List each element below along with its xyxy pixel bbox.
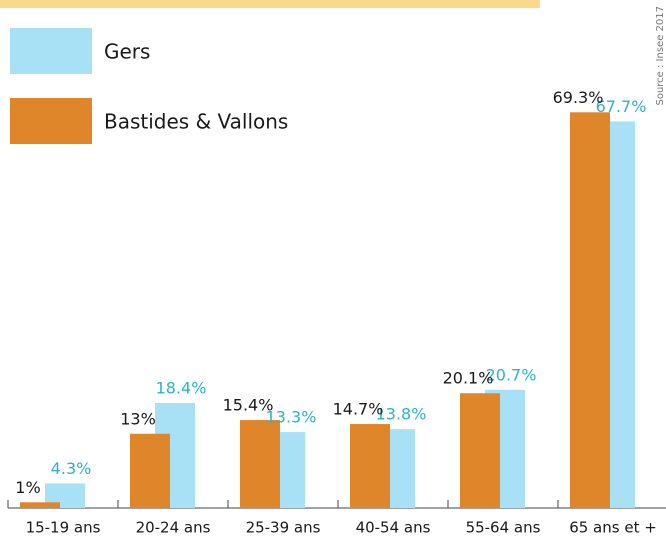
value-label: 13.8% (376, 405, 427, 424)
value-label: 15.4% (223, 396, 274, 415)
x-tick-label: 65 ans et + (569, 519, 657, 537)
value-label: 18.4% (156, 378, 207, 397)
bar (350, 424, 390, 508)
bar (460, 393, 500, 508)
x-tick-label: 55-64 ans (466, 519, 541, 537)
legend-swatch (10, 28, 92, 74)
bar (240, 420, 280, 508)
value-label: 4.3% (51, 459, 92, 478)
bar (130, 433, 170, 508)
legend-label: Gers (104, 40, 150, 64)
value-label: 20.1% (443, 369, 494, 388)
value-label: 20.7% (486, 365, 537, 384)
top-band (0, 0, 540, 8)
value-label: 13.3% (266, 408, 317, 427)
legend-label: Bastides & Vallons (104, 110, 288, 134)
x-tick-label: 15-19 ans (26, 519, 101, 537)
value-label: 67.7% (596, 97, 647, 116)
value-label: 1% (15, 478, 40, 497)
value-label: 69.3% (553, 88, 604, 107)
source: Source : Insee 2017 (655, 6, 666, 106)
x-tick-label: 25-39 ans (246, 519, 321, 537)
x-tick-label: 20-24 ans (136, 519, 211, 537)
bar (20, 502, 60, 508)
value-label: 14.7% (333, 400, 384, 419)
legend-swatch (10, 98, 92, 144)
bar (570, 112, 610, 508)
value-label: 13% (120, 409, 156, 428)
x-tick-label: 40-54 ans (356, 519, 431, 537)
